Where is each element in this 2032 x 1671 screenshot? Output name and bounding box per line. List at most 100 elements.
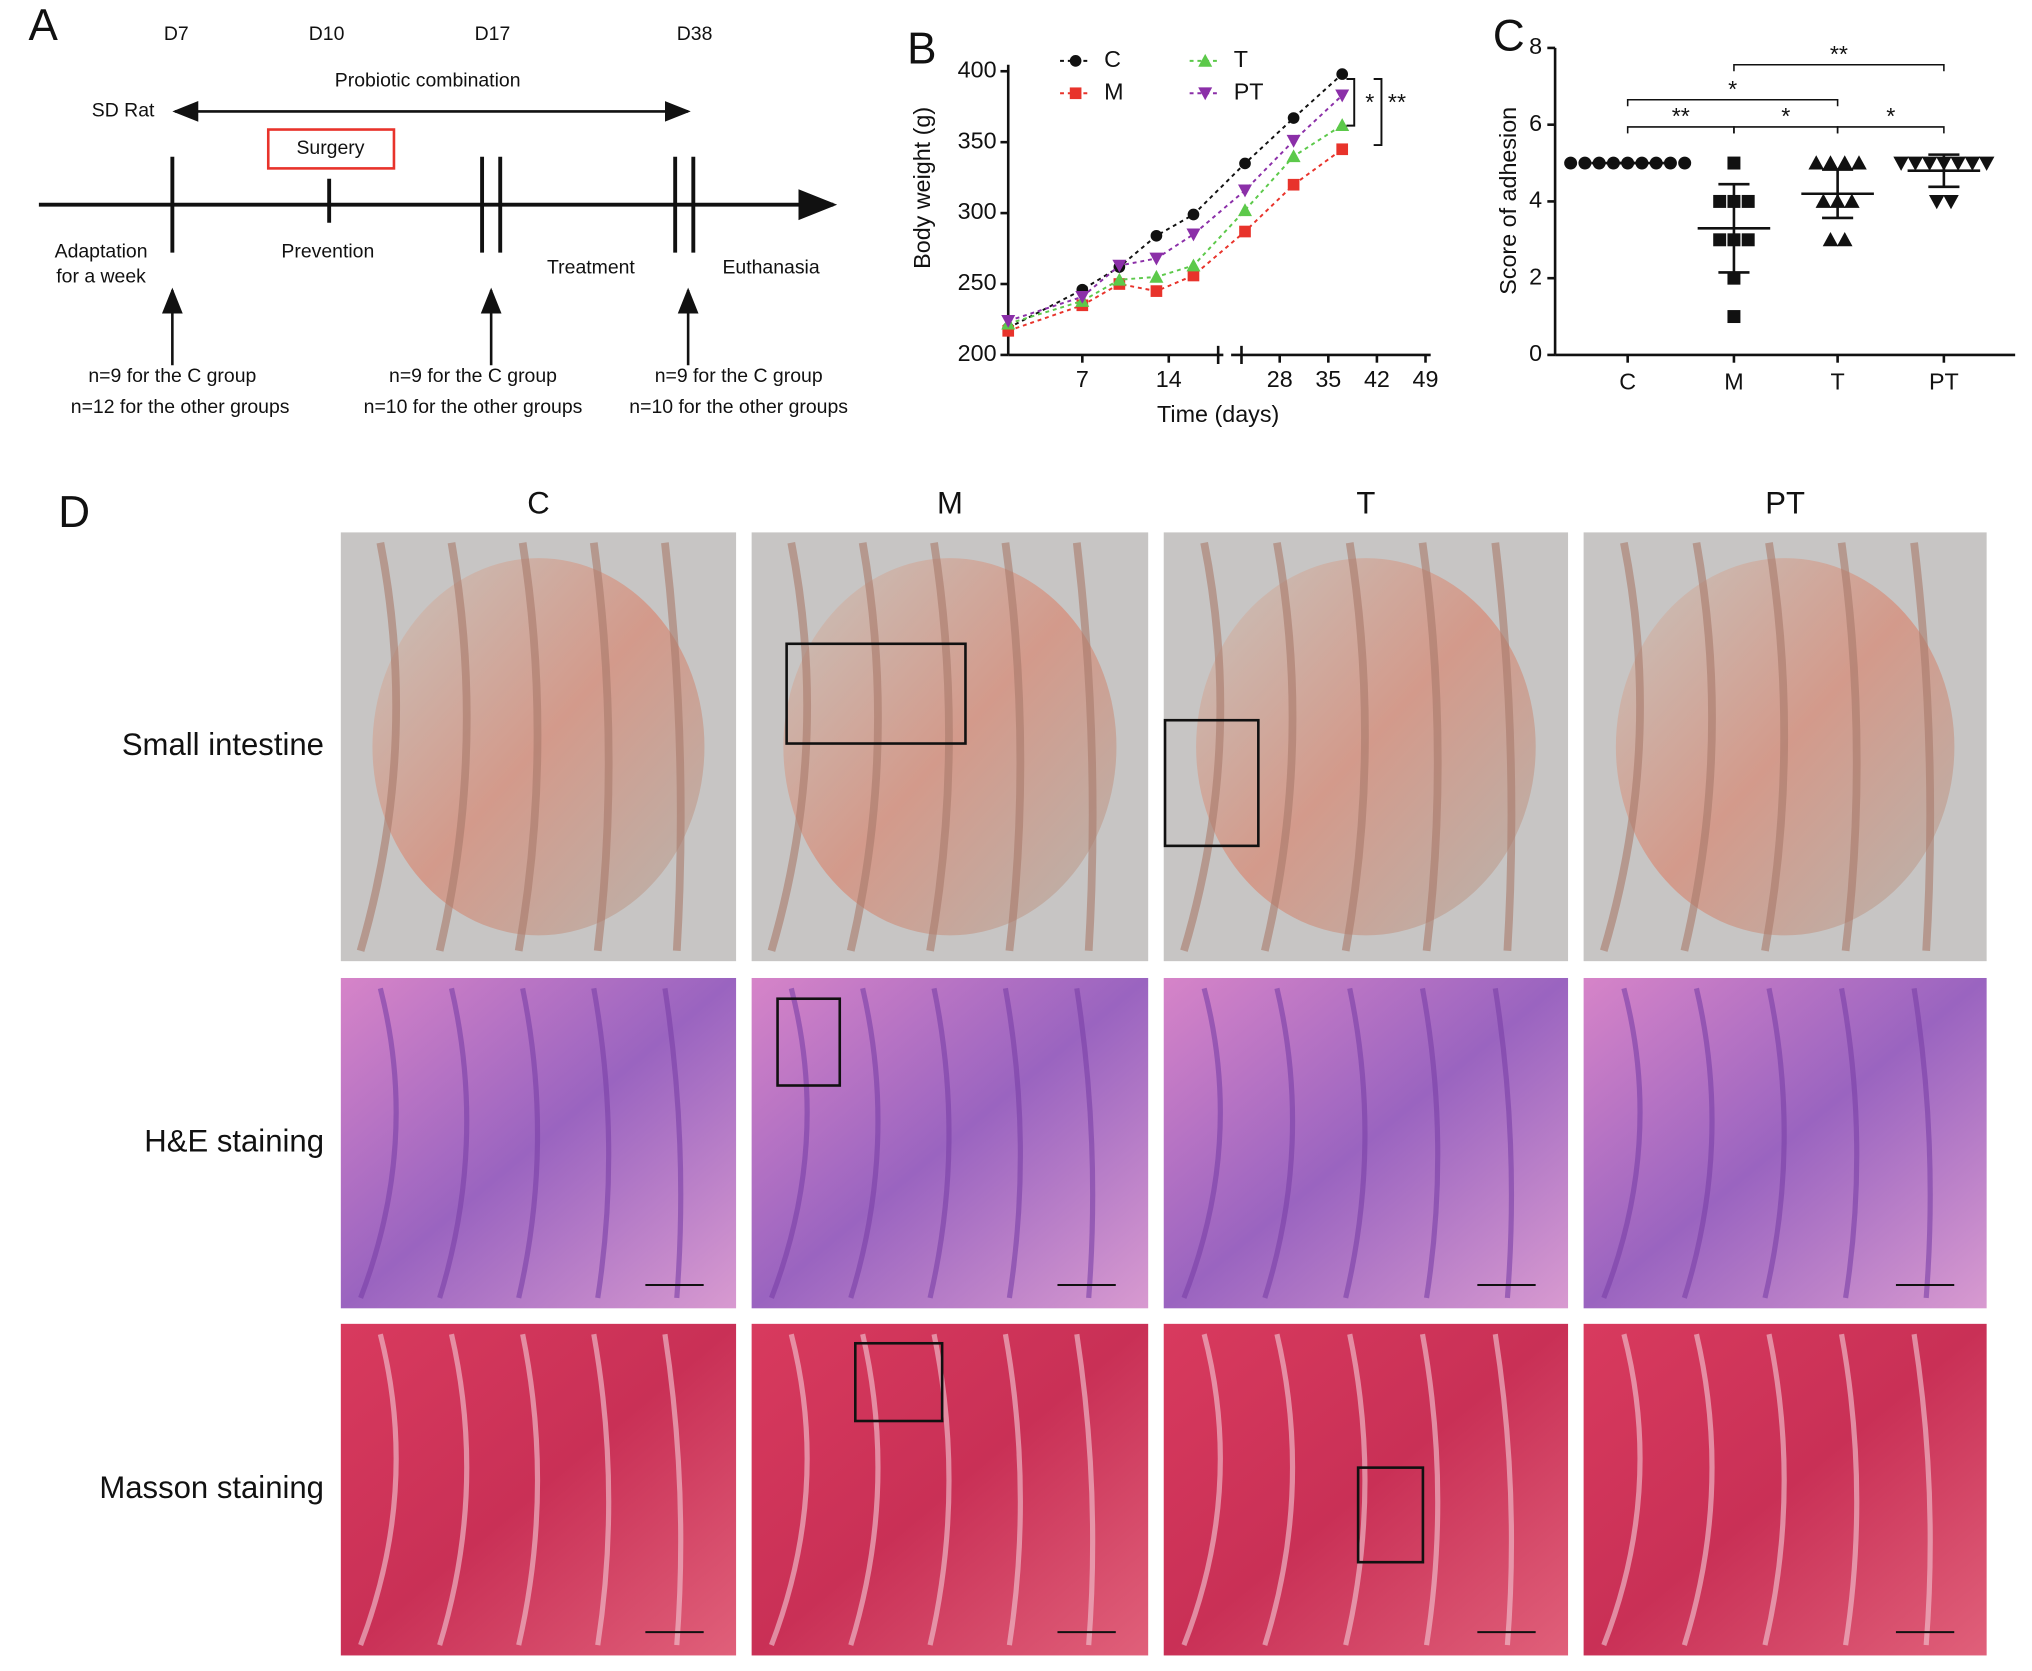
texture bbox=[1681, 987, 1715, 1299]
y-tick-label: 300 bbox=[958, 198, 997, 224]
x-axis-label: Time (days) bbox=[1157, 401, 1279, 427]
significance-label: * bbox=[1365, 89, 1374, 115]
error-bar bbox=[1928, 153, 1960, 189]
data-point bbox=[1238, 203, 1253, 217]
x-tick-label: 35 bbox=[1315, 366, 1341, 392]
data-point bbox=[1564, 156, 1578, 170]
texture bbox=[1419, 1333, 1441, 1646]
texture bbox=[1074, 987, 1096, 1299]
data-point bbox=[1907, 156, 1924, 171]
significance-label: * bbox=[1886, 103, 1895, 129]
significance-label: ** bbox=[1672, 103, 1690, 129]
data-point bbox=[1727, 271, 1741, 285]
x-tick-label: 14 bbox=[1156, 366, 1182, 392]
panel-label: C bbox=[1493, 12, 1525, 61]
texture bbox=[356, 542, 401, 952]
texture bbox=[358, 987, 399, 1299]
y-tick-label: 200 bbox=[958, 340, 997, 366]
texture bbox=[516, 987, 541, 1299]
data-point bbox=[1287, 178, 1300, 191]
y-tick-label: 250 bbox=[958, 269, 997, 295]
texture bbox=[1341, 542, 1369, 952]
texture bbox=[1762, 987, 1787, 1299]
texture bbox=[848, 987, 881, 1299]
x-tick-label: M bbox=[1724, 369, 1743, 395]
texture bbox=[846, 542, 882, 952]
data-point bbox=[1713, 194, 1727, 208]
data-point bbox=[1713, 233, 1727, 247]
data-point bbox=[1727, 310, 1741, 324]
y-tick-label: 400 bbox=[958, 56, 997, 82]
data-point bbox=[1741, 233, 1755, 247]
data-point bbox=[1741, 194, 1755, 208]
texture bbox=[1601, 987, 1643, 1299]
data-point bbox=[1335, 118, 1350, 131]
texture bbox=[769, 1333, 810, 1647]
data-point bbox=[1336, 68, 1349, 80]
texture bbox=[1419, 987, 1441, 1299]
note: n=12 for the other groups bbox=[71, 396, 290, 418]
series-line bbox=[1007, 148, 1343, 332]
data-point bbox=[1149, 252, 1164, 266]
data-point bbox=[1286, 134, 1301, 148]
data-point bbox=[1964, 156, 1981, 171]
texture bbox=[1262, 987, 1296, 1299]
texture bbox=[662, 1333, 684, 1646]
x-tick-label: 7 bbox=[1076, 366, 1089, 392]
texture bbox=[1181, 987, 1223, 1299]
texture bbox=[435, 542, 471, 952]
y-tick-label: 4 bbox=[1529, 187, 1542, 213]
panel-label: D bbox=[58, 488, 90, 537]
data-point bbox=[1950, 156, 1966, 171]
y-tick-label: 8 bbox=[1529, 33, 1542, 59]
data-point bbox=[1187, 269, 1200, 282]
texture bbox=[1681, 1333, 1715, 1646]
texture bbox=[437, 1333, 470, 1646]
data-point bbox=[1928, 194, 1945, 210]
significance-bracket bbox=[1346, 78, 1356, 127]
texture bbox=[1002, 987, 1023, 1299]
texture bbox=[1343, 987, 1368, 1299]
phase-label: Euthanasia bbox=[722, 256, 819, 278]
data-point bbox=[1836, 155, 1853, 170]
column-label: PT bbox=[1765, 485, 1805, 520]
data-point bbox=[1286, 149, 1301, 163]
data-point bbox=[1239, 225, 1251, 238]
legend-marker bbox=[1198, 53, 1213, 67]
y-tick-label: 2 bbox=[1529, 263, 1542, 289]
timeline-ticks bbox=[170, 156, 696, 253]
panel-d: D C M T PT Small intestine H&E staining Masson… bbox=[58, 485, 1987, 1656]
note: n=9 for the C group bbox=[655, 365, 823, 387]
phase-label: Prevention bbox=[281, 241, 374, 263]
texture bbox=[1180, 541, 1225, 952]
texture bbox=[1680, 542, 1716, 952]
legend-label: PT bbox=[1234, 78, 1264, 104]
note: n=9 for the C group bbox=[88, 365, 256, 387]
texture bbox=[1261, 542, 1297, 952]
data-point bbox=[1287, 112, 1300, 124]
surgery-label: Surgery bbox=[296, 137, 364, 159]
texture bbox=[1600, 541, 1644, 952]
row-label: H&E staining bbox=[144, 1123, 324, 1158]
day-label: D38 bbox=[677, 23, 713, 45]
texture bbox=[591, 1333, 612, 1646]
x-tick-label: 28 bbox=[1267, 366, 1293, 392]
texture bbox=[1181, 1333, 1223, 1647]
note: n=9 for the C group bbox=[389, 365, 557, 387]
y-tick-label: 350 bbox=[958, 127, 997, 153]
data-point bbox=[1893, 156, 1909, 171]
data-point bbox=[1186, 228, 1201, 242]
y-axis-label: Score of adhesion bbox=[1495, 107, 1521, 295]
data-point bbox=[1335, 89, 1350, 103]
data-point bbox=[1186, 258, 1201, 272]
data-point bbox=[1815, 193, 1832, 208]
texture bbox=[516, 1333, 541, 1646]
texture bbox=[1002, 1333, 1023, 1646]
row-label: Masson staining bbox=[99, 1470, 324, 1505]
texture bbox=[1911, 987, 1933, 1299]
legend-label: M bbox=[1104, 78, 1123, 104]
day-label: D17 bbox=[475, 23, 511, 45]
highlight-box bbox=[785, 642, 967, 745]
data-point bbox=[1112, 272, 1127, 286]
